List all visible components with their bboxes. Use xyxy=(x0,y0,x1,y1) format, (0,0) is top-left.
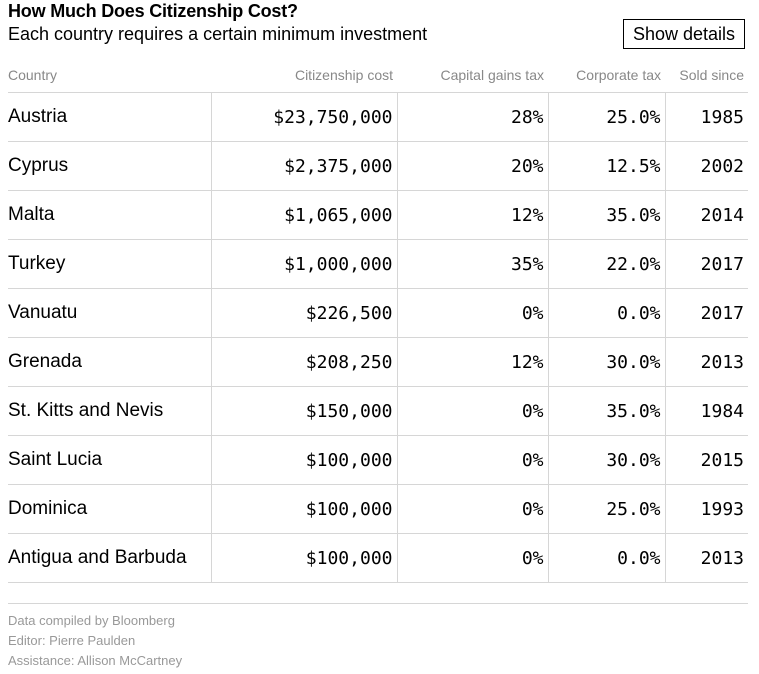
cell-capital-gains-tax: 28% xyxy=(396,92,548,142)
table-row: Cyprus $2,375,000 20% 12.5% 2002 xyxy=(8,141,748,191)
cell-citizenship-cost: $226,500 xyxy=(210,288,397,338)
column-header-sold-since: Sold since xyxy=(665,58,748,93)
column-header-corporate-tax: Corporate tax xyxy=(548,58,665,93)
table-row: Malta $1,065,000 12% 35.0% 2014 xyxy=(8,190,748,240)
cell-corporate-tax: 0.0% xyxy=(547,288,665,338)
cell-sold-since: 2013 xyxy=(664,337,748,387)
cell-capital-gains-tax: 0% xyxy=(396,484,548,534)
page-subtitle: Each country requires a certain minimum … xyxy=(8,24,428,44)
cell-sold-since: 1993 xyxy=(664,484,748,534)
cell-corporate-tax: 25.0% xyxy=(547,484,665,534)
cell-corporate-tax: 35.0% xyxy=(547,386,665,436)
cell-sold-since: 2014 xyxy=(664,190,748,240)
table-row: Vanuatu $226,500 0% 0.0% 2017 xyxy=(8,288,748,338)
cell-capital-gains-tax: 12% xyxy=(396,337,548,387)
cell-country: Malta xyxy=(8,190,211,240)
cell-citizenship-cost: $208,250 xyxy=(210,337,397,387)
cell-citizenship-cost: $100,000 xyxy=(210,484,397,534)
column-header-citizenship-cost: Citizenship cost xyxy=(211,58,397,93)
cell-capital-gains-tax: 0% xyxy=(396,288,548,338)
footer-source: Data compiled by Bloomberg xyxy=(8,613,175,628)
cell-capital-gains-tax: 20% xyxy=(396,141,548,191)
cell-capital-gains-tax: 0% xyxy=(396,533,548,583)
cell-corporate-tax: 25.0% xyxy=(547,92,665,142)
cell-sold-since: 1985 xyxy=(664,92,748,142)
table-row: St. Kitts and Nevis $150,000 0% 35.0% 19… xyxy=(8,386,748,436)
cell-citizenship-cost: $100,000 xyxy=(210,533,397,583)
table-row: Grenada $208,250 12% 30.0% 2013 xyxy=(8,337,748,387)
cell-country: Antigua and Barbuda xyxy=(8,533,211,583)
cell-country: Cyprus xyxy=(8,141,211,191)
cell-capital-gains-tax: 12% xyxy=(396,190,548,240)
cell-country: Turkey xyxy=(8,239,211,289)
cell-country: Dominica xyxy=(8,484,211,534)
show-details-button[interactable]: Show details xyxy=(623,19,745,49)
table-row: Antigua and Barbuda $100,000 0% 0.0% 201… xyxy=(8,533,748,583)
cell-citizenship-cost: $1,000,000 xyxy=(210,239,397,289)
cell-country: Austria xyxy=(8,92,211,142)
cell-country: St. Kitts and Nevis xyxy=(8,386,211,436)
cell-citizenship-cost: $1,065,000 xyxy=(210,190,397,240)
cell-corporate-tax: 22.0% xyxy=(547,239,665,289)
cell-country: Saint Lucia xyxy=(8,435,211,485)
page-title: How Much Does Citizenship Cost? xyxy=(8,1,298,21)
citizenship-cost-table: Country Citizenship cost Capital gains t… xyxy=(8,58,748,583)
table-row: Turkey $1,000,000 35% 22.0% 2017 xyxy=(8,239,748,289)
table-header-row: Country Citizenship cost Capital gains t… xyxy=(8,58,748,93)
cell-sold-since: 2013 xyxy=(664,533,748,583)
cell-corporate-tax: 12.5% xyxy=(547,141,665,191)
cell-sold-since: 2002 xyxy=(664,141,748,191)
cell-sold-since: 2017 xyxy=(664,288,748,338)
cell-capital-gains-tax: 0% xyxy=(396,386,548,436)
footer-editor: Editor: Pierre Paulden xyxy=(8,633,136,648)
cell-citizenship-cost: $100,000 xyxy=(210,435,397,485)
cell-corporate-tax: 30.0% xyxy=(547,435,665,485)
cell-country: Grenada xyxy=(8,337,211,387)
cell-corporate-tax: 35.0% xyxy=(547,190,665,240)
cell-capital-gains-tax: 0% xyxy=(396,435,548,485)
cell-sold-since: 1984 xyxy=(664,386,748,436)
table-row: Austria $23,750,000 28% 25.0% 1985 xyxy=(8,92,748,142)
table-row: Saint Lucia $100,000 0% 30.0% 2015 xyxy=(8,435,748,485)
table-row: Dominica $100,000 0% 25.0% 1993 xyxy=(8,484,748,534)
cell-capital-gains-tax: 35% xyxy=(396,239,548,289)
column-header-country: Country xyxy=(8,58,211,93)
footer-assistance: Assistance: Allison McCartney xyxy=(8,653,183,668)
cell-citizenship-cost: $2,375,000 xyxy=(210,141,397,191)
column-header-capital-gains-tax: Capital gains tax xyxy=(397,58,548,93)
cell-citizenship-cost: $150,000 xyxy=(210,386,397,436)
cell-corporate-tax: 0.0% xyxy=(547,533,665,583)
footer-divider xyxy=(8,603,748,604)
cell-sold-since: 2017 xyxy=(664,239,748,289)
cell-sold-since: 2015 xyxy=(664,435,748,485)
cell-citizenship-cost: $23,750,000 xyxy=(210,92,397,142)
cell-corporate-tax: 30.0% xyxy=(547,337,665,387)
cell-country: Vanuatu xyxy=(8,288,211,338)
